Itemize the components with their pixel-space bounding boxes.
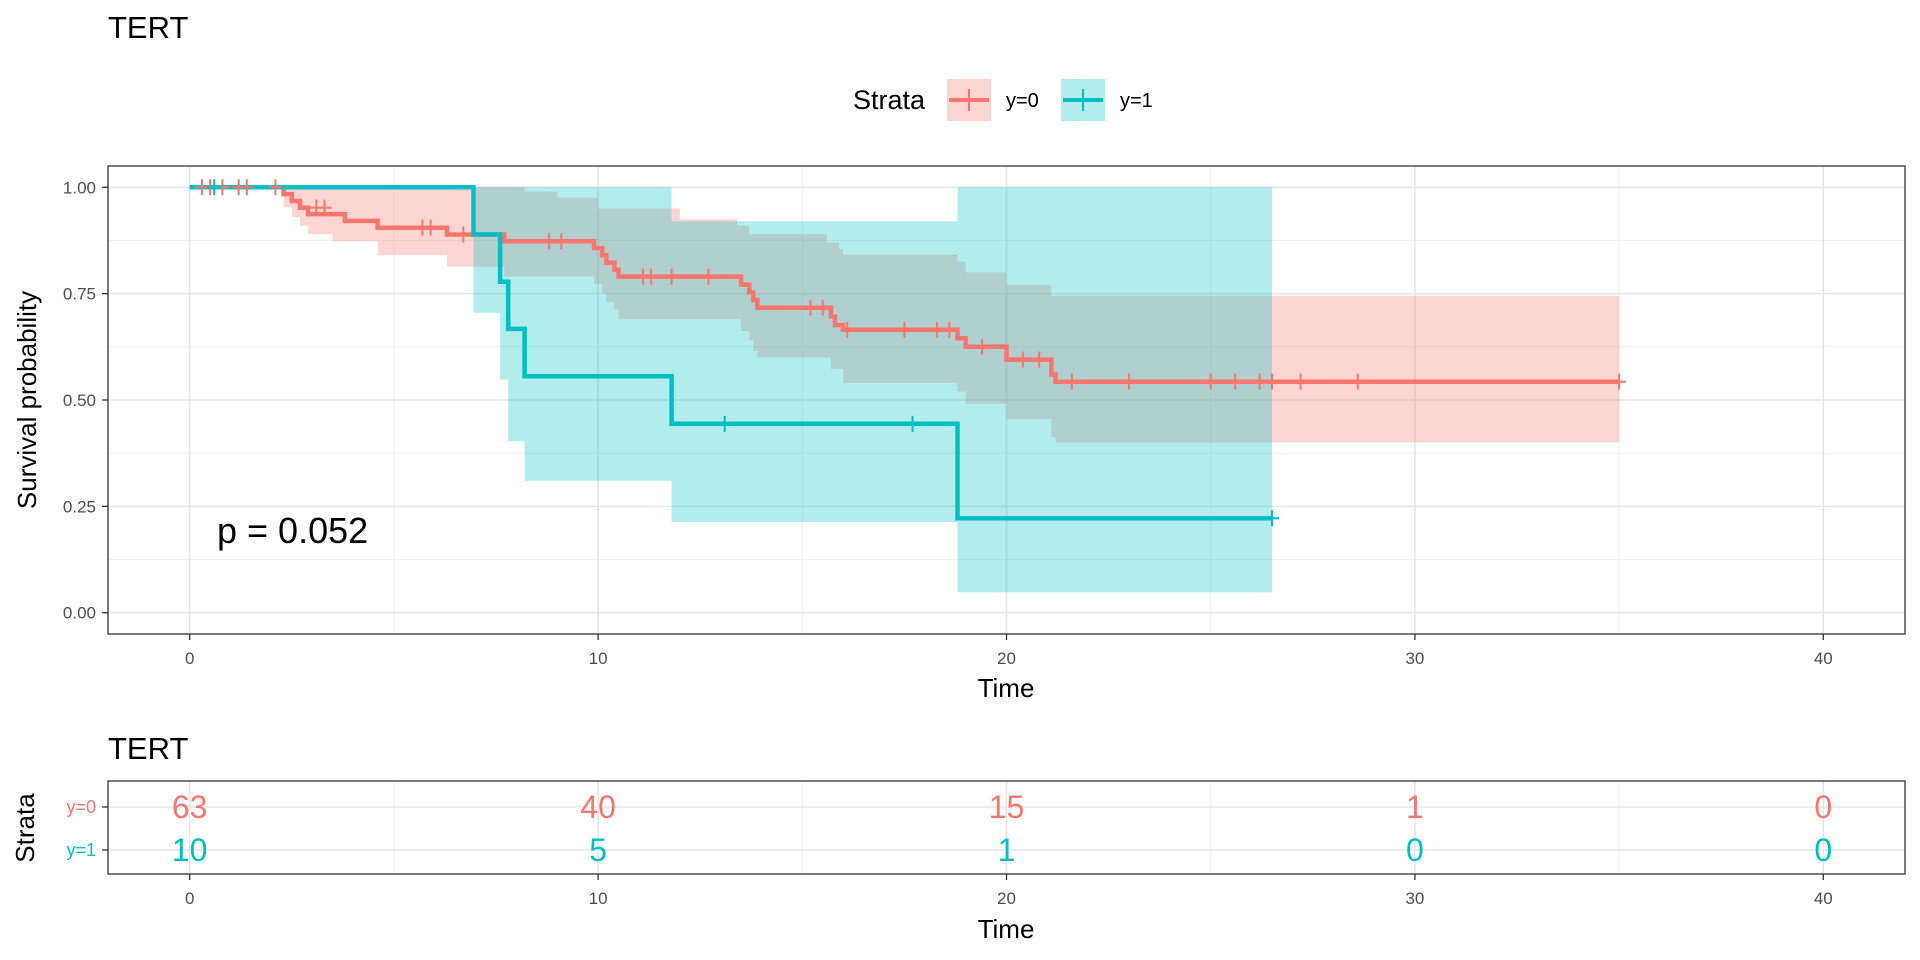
- censor-mark-y0: [423, 219, 438, 236]
- legend-title: Strata: [853, 85, 926, 115]
- risk-table-y-axis-title: Strata: [10, 793, 40, 863]
- risk-value-y1: 0: [1814, 832, 1832, 868]
- km-censor-marks: [194, 179, 1627, 527]
- censor-mark-y0: [1612, 373, 1627, 390]
- legend: Strata y=0 y=1: [853, 79, 1153, 121]
- risk-value-y1: 5: [589, 832, 607, 868]
- risk-table-x-axis: 0 10 20 30 40: [185, 874, 1833, 908]
- censor-mark-y1: [905, 415, 920, 432]
- censor-mark-y0: [897, 321, 912, 338]
- censor-mark-y0: [1264, 373, 1279, 390]
- legend-label-y0: y=0: [1006, 90, 1039, 112]
- km-y-tick-label: 1.00: [63, 178, 96, 197]
- km-x-tick-label: 0: [185, 649, 194, 668]
- risk-table-values: 63 40 15 1 010 5 1 0 0: [172, 789, 1832, 868]
- risk-x-tick-label: 20: [997, 889, 1016, 908]
- censor-mark-y0: [664, 268, 679, 285]
- risk-x-tick-label: 30: [1405, 889, 1424, 908]
- km-x-axis: 0 10 20 30 40: [185, 634, 1833, 668]
- p-value-annotation: p = 0.052: [217, 510, 368, 551]
- risk-value-y1: 10: [172, 832, 208, 868]
- censor-mark-y1: [717, 415, 732, 432]
- censor-mark-y1: [207, 179, 222, 196]
- censor-mark-y0: [803, 299, 818, 316]
- censor-mark-y0: [1122, 373, 1137, 390]
- censor-mark-y0: [1015, 351, 1030, 368]
- risk-value-y1: 0: [1406, 832, 1424, 868]
- km-x-tick-label: 40: [1814, 649, 1833, 668]
- risk-value-y0: 40: [580, 789, 616, 825]
- risk-strata-label: y=1: [66, 840, 96, 860]
- legend-key-y0: [947, 79, 991, 121]
- km-y-axis-title: Survival probability: [12, 291, 42, 509]
- legend-key-y1: [1061, 79, 1105, 121]
- risk-value-y0: 0: [1814, 789, 1832, 825]
- km-y-tick-label: 0.75: [63, 285, 96, 304]
- risk-value-y0: 63: [172, 789, 208, 825]
- censor-mark-y0: [1032, 351, 1047, 368]
- km-y-axis: 0.00 0.25 0.50 0.75 1.00: [63, 178, 108, 623]
- censor-mark-y0: [1252, 373, 1267, 390]
- censor-mark-y0: [239, 179, 254, 196]
- risk-table-x-axis-title: Time: [978, 914, 1035, 944]
- censor-mark-y0: [815, 299, 830, 316]
- risk-table-gridlines: [108, 781, 1905, 874]
- risk-x-tick-label: 0: [185, 889, 194, 908]
- censor-mark-y0: [542, 233, 557, 250]
- censor-mark-y0: [1293, 373, 1308, 390]
- risk-table-strata-axis: y=0 y=1: [66, 797, 108, 860]
- risk-value-y0: 1: [1406, 789, 1424, 825]
- censor-mark-y0: [456, 226, 471, 243]
- censor-mark-y0: [840, 321, 855, 338]
- censor-mark-y0: [701, 268, 716, 285]
- censor-mark-y0: [942, 321, 957, 338]
- censor-mark-y0: [930, 321, 945, 338]
- censor-mark-y0: [1350, 373, 1365, 390]
- risk-x-tick-label: 10: [589, 889, 608, 908]
- risk-x-tick-label: 40: [1814, 889, 1833, 908]
- km-x-tick-label: 10: [589, 649, 608, 668]
- censor-mark-y0: [1203, 373, 1218, 390]
- km-x-axis-title: Time: [978, 673, 1035, 703]
- km-confidence-bands: [189, 187, 1620, 593]
- censor-mark-y0: [1228, 373, 1243, 390]
- censor-mark-y0: [554, 233, 569, 250]
- risk-value-y1: 1: [998, 832, 1016, 868]
- confidence-band-y1: [189, 187, 1273, 593]
- km-plot-title: TERT: [108, 10, 188, 45]
- risk-value-y0: 15: [989, 789, 1025, 825]
- censor-mark-y1: [1264, 510, 1279, 527]
- km-x-tick-label: 30: [1405, 649, 1424, 668]
- km-y-tick-label: 0.50: [63, 391, 96, 410]
- km-y-tick-label: 0.25: [63, 497, 96, 516]
- km-x-tick-label: 20: [997, 649, 1016, 668]
- legend-label-y1: y=1: [1120, 90, 1153, 112]
- censor-mark-y0: [317, 199, 332, 216]
- risk-strata-label: y=0: [66, 797, 96, 817]
- censor-mark-y0: [644, 268, 659, 285]
- confidence-band-y0: [189, 187, 1620, 443]
- km-y-tick-label: 0.00: [63, 604, 96, 623]
- survival-line-y0: [189, 185, 1620, 384]
- censor-mark-y0: [1064, 373, 1079, 390]
- risk-table-title: TERT: [108, 731, 188, 766]
- censor-mark-y0: [268, 179, 283, 196]
- censor-mark-y0: [974, 338, 989, 355]
